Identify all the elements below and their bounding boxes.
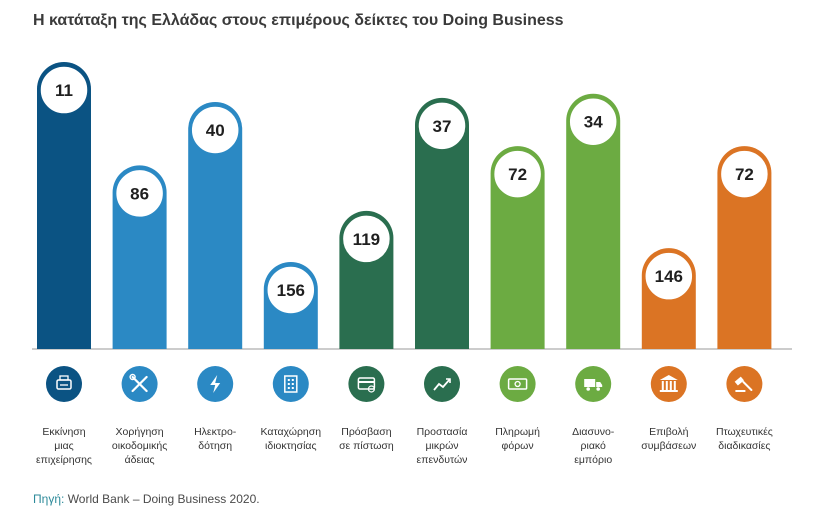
bar [415,97,469,349]
rank-value: 34 [584,113,603,132]
rank-badge [491,148,544,200]
rank-badge [416,100,468,152]
rank-value: 119 [353,230,380,249]
bar [717,146,772,349]
bar [490,146,545,349]
rank-value: 146 [655,267,683,286]
rank-badge [567,95,619,148]
category-label: Πτωχευτικές διαδικασίες [715,426,773,452]
truck-icon [575,366,612,402]
rank-value: 40 [206,121,225,140]
rank-value: 37 [433,117,452,136]
rank-badge [38,64,90,116]
credit-card-icon [348,366,385,402]
building-icon [272,366,309,402]
courthouse-icon [650,366,687,402]
lightning-icon [197,366,234,402]
rank-badge [643,250,695,302]
gavel-icon [726,366,763,402]
register-icon [46,366,82,402]
rank-value: 72 [735,165,754,184]
rank-value: 11 [55,81,73,100]
category-label: Πληρωμή φόρων [495,426,540,452]
rank-badge [189,104,241,156]
rank-badge [265,264,317,316]
rank-value: 72 [508,165,527,184]
bar [188,101,243,349]
bar [566,93,621,349]
category-label: Επιβολή συμβάσεων [641,426,697,452]
bar-chart: 11 86 40 156 119 37 72 34 146 72 [32,62,792,402]
bar [37,62,91,349]
rank-badge [340,213,393,265]
rank-badge [718,148,771,200]
rank-badge [113,167,166,220]
category-label: Πρόσβαση σε πίστωση [339,426,394,452]
category-label: Εκκίνηση μιας επιχείρησης [36,426,92,466]
category-label: Ηλεκτρο-δότηση [194,426,237,452]
source-note: Πηγή: World Bank – Doing Business 2020. [33,492,260,506]
money-icon [499,366,536,402]
chart-title: Η κατάταξη της Ελλάδας στους επιμέρους δ… [33,12,564,29]
rank-value: 86 [130,184,149,203]
category-label: Χορήγηση οικοδομικής άδειας [111,426,168,466]
category-label: Διασυνο-ριακό εμπόριο [572,426,615,466]
category-label: Προστασία μικρών επενδυτών [416,426,468,466]
rank-value: 156 [277,281,305,300]
category-label: Καταχώρηση ιδιοκτησίας [260,426,322,452]
growth-chart-icon [424,366,460,402]
source-text: World Bank – Doing Business 2020. [64,492,260,506]
source-label: Πηγή: [33,492,65,506]
tools-icon [121,366,158,402]
